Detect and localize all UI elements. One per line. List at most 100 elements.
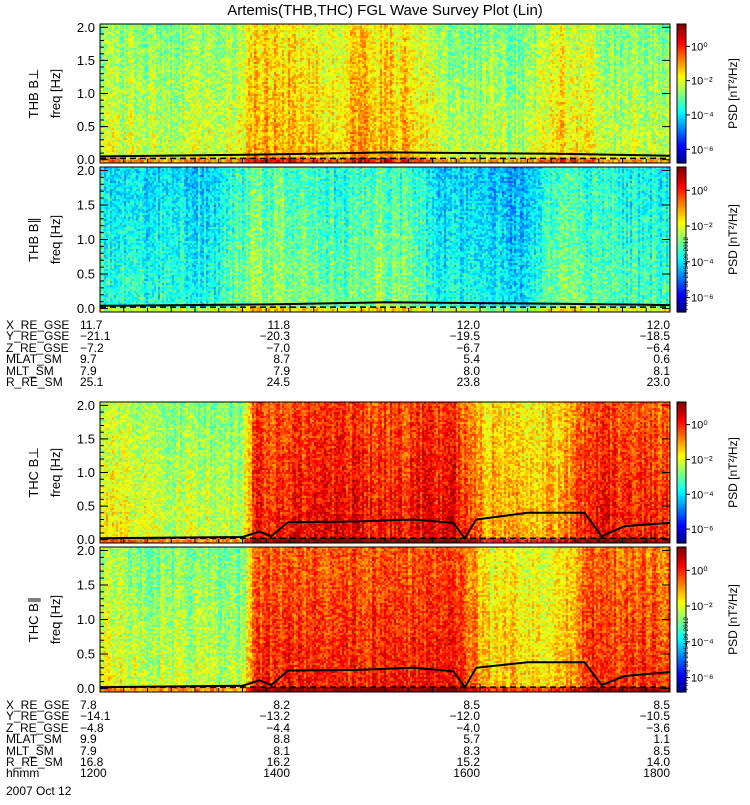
colorbar-swatch [677, 514, 686, 518]
colorbar-swatch [677, 98, 686, 102]
colorbar-swatch [677, 646, 686, 650]
colorbar-swatch [677, 220, 686, 224]
colorbar-swatch [677, 636, 686, 640]
y-tick-label: 2.0 [77, 543, 95, 558]
colorbar-swatch [677, 283, 686, 287]
y-axis-label-instrument: THB B⊥ [26, 69, 41, 119]
colorbar-swatch [677, 648, 686, 652]
colorbar-swatch [677, 460, 686, 464]
colorbar-swatch [677, 93, 686, 97]
colorbar-swatch [677, 112, 686, 115]
colorbar-swatch [677, 79, 686, 83]
colorbar-swatch [677, 121, 686, 125]
colorbar-swatch [677, 418, 686, 422]
y-tick-label: 1.0 [77, 232, 95, 247]
colorbar-swatch [677, 237, 686, 241]
colorbar-swatch [677, 675, 686, 679]
ephemeris-value: −12.0 [449, 709, 480, 724]
ephemeris-value: 7.9 [80, 363, 97, 378]
colorbar-swatch [677, 533, 686, 537]
colorbar-tick-label: 10⁻⁴ [691, 637, 714, 649]
colorbar-swatch [677, 222, 686, 226]
y-axis-label-units: freq [Hz] [48, 448, 63, 497]
colorbar-swatch [677, 137, 686, 141]
colorbar-tick-label: 10⁻² [691, 601, 713, 613]
colorbar-swatch [677, 193, 686, 197]
colorbar-swatch [677, 588, 686, 592]
colorbar-swatch [677, 672, 686, 676]
ephemeris-value: 25.1 [80, 374, 104, 389]
colorbar-swatch [677, 561, 686, 565]
colorbar-swatch [677, 617, 686, 621]
ephemeris-row: MLAT_SM 9.7 8.7 5.4 0.6 [0, 352, 750, 367]
colorbar-swatch [677, 86, 686, 90]
colorbar-tick-label: 10⁰ [691, 41, 708, 53]
ephemeris-value: 1800 [643, 766, 670, 781]
colorbar-tick-label: 10⁰ [691, 565, 708, 577]
colorbar-swatch [677, 167, 686, 171]
colorbar-swatch [677, 200, 686, 204]
colorbar-swatch [677, 239, 686, 243]
colorbar-swatch [677, 263, 686, 267]
colorbar-swatch [677, 49, 686, 53]
colorbar-swatch [677, 507, 686, 511]
colorbar-tick-label: 10⁻⁴ [691, 110, 714, 122]
colorbar-swatch [677, 643, 686, 647]
colorbar-swatch [677, 687, 686, 691]
colorbar-swatch [677, 198, 686, 202]
ephemeris-value: 11.8 [267, 318, 290, 332]
colorbar-swatch [677, 84, 686, 88]
colorbar-swatch [677, 65, 686, 69]
colorbar-swatch [677, 578, 686, 582]
colorbar-swatch [677, 88, 686, 92]
colorbar-swatch [677, 302, 686, 306]
colorbar-swatch [677, 258, 686, 262]
colorbar-swatch [677, 105, 686, 108]
colorbar-swatch [677, 130, 686, 134]
colorbar-swatch [677, 118, 686, 122]
colorbar-swatch [677, 404, 686, 408]
ephemeris-label: R_RE_SM [6, 374, 63, 389]
colorbar-swatch [677, 538, 686, 542]
colorbar-swatch [677, 72, 686, 76]
colorbar-swatch [677, 227, 686, 231]
colorbar-swatch [677, 465, 686, 469]
colorbar-swatch [677, 100, 686, 104]
colorbar-swatch [677, 472, 686, 476]
colorbar-tick-label: 10⁰ [691, 185, 708, 197]
colorbar-swatch [677, 595, 686, 599]
colorbar-swatch [677, 114, 686, 118]
ephemeris-label: MLT_SM [6, 363, 54, 378]
colorbar-swatch [677, 540, 686, 544]
date-label: 2007 Oct 12 [6, 784, 72, 798]
ephemeris-value: −20.3 [259, 329, 290, 344]
colorbar-swatch [677, 268, 686, 272]
colorbar-swatch [677, 446, 686, 450]
colorbar-swatch [677, 307, 686, 311]
colorbar-swatch [677, 670, 686, 674]
y-tick-label: 1.0 [77, 465, 95, 480]
ephemeris-row: MLAT_SM 9.9 8.8 5.7 1.1 [0, 733, 750, 745]
colorbar-label: PSD [nT²/Hz] [726, 204, 740, 275]
colorbar-swatch [677, 481, 686, 485]
colorbar-swatch [677, 246, 686, 250]
ephemeris-value: −4.0 [456, 720, 480, 735]
colorbar-swatch [677, 434, 686, 438]
ephemeris-value: 8.7 [273, 352, 290, 367]
y-tick-label: 0.5 [77, 267, 95, 282]
thb-ephemeris-table: X_RE_GSE 11.7 11.8 12.0 12.0 Y_RE_GSE −21.1 −20… [0, 318, 750, 389]
ephemeris-value: 7.9 [80, 743, 97, 758]
colorbar-swatch [677, 477, 686, 481]
colorbar-frame [676, 23, 687, 164]
colorbar-swatch [677, 40, 686, 44]
colorbar-swatch [677, 658, 686, 662]
y-tick-label: 1.5 [77, 197, 95, 212]
y-axis-label-instrument: THC B⊥ [26, 447, 41, 497]
colorbar-swatch [677, 590, 686, 594]
colorbar-swatch [677, 95, 686, 99]
colorbar-swatch [677, 33, 686, 37]
ephemeris-label: MLAT_SM [6, 352, 62, 367]
colorbar-swatch [677, 641, 686, 645]
